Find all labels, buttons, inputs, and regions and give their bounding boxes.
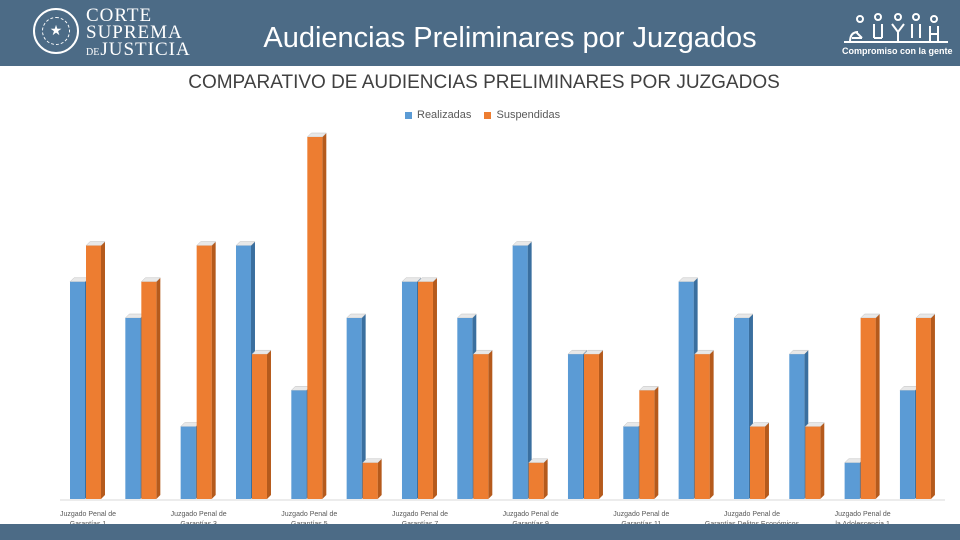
bar-front xyxy=(694,354,710,499)
bar-front xyxy=(805,426,821,499)
bar-front xyxy=(401,281,417,499)
legend-label-suspendidas: Suspendidas xyxy=(496,109,561,121)
bar-front xyxy=(567,354,583,499)
chart-title: COMPARATIVO DE AUDIENCIAS PRELIMINARES P… xyxy=(188,72,780,93)
bar-side xyxy=(488,350,493,499)
page-title-wrap: Audiencias Preliminares por Juzgados xyxy=(0,20,960,56)
bar-suspendidas-8 xyxy=(472,349,493,499)
bar-front xyxy=(623,426,639,499)
bar-side xyxy=(211,241,216,499)
bar-front xyxy=(473,354,489,499)
bar-suspendidas-5 xyxy=(306,132,327,499)
bar-front xyxy=(307,137,323,499)
court-name-line2: SUPREMA xyxy=(86,22,183,43)
legend-swatch-realizadas xyxy=(405,111,412,119)
bar-front xyxy=(733,318,749,499)
court-name-prefix: DE xyxy=(86,47,100,58)
header-bar: ★ CORTE SUPREMA DEJUSTICIA Audiencias Pr… xyxy=(0,0,960,66)
footer-bar xyxy=(0,524,960,540)
bar-suspendidas-13 xyxy=(749,422,770,499)
bar-side xyxy=(709,350,714,499)
bar-front xyxy=(583,354,599,499)
bar-suspendidas-9 xyxy=(528,458,549,499)
legend-item-realizadas: Realizadas xyxy=(405,109,471,121)
bar-side xyxy=(432,277,437,499)
bar-suspendidas-16 xyxy=(915,313,936,499)
bar-suspendidas-15 xyxy=(860,313,881,499)
bar-side xyxy=(654,386,659,499)
court-name-word: JUSTICIA xyxy=(100,39,191,60)
bar-suspendidas-6 xyxy=(362,458,383,499)
bar-front xyxy=(860,318,876,499)
bar-side xyxy=(156,277,161,499)
bar-side xyxy=(527,241,532,499)
bar-side xyxy=(101,241,105,499)
seal-star-icon: ★ xyxy=(49,23,63,39)
seal-inner-ring: ★ xyxy=(42,17,70,45)
bar-front xyxy=(899,390,915,499)
bar-realizadas-9 xyxy=(512,241,533,499)
bar-suspendidas-14 xyxy=(804,422,825,499)
bar-suspendidas-1 xyxy=(85,241,106,499)
bar-suspendidas-10 xyxy=(583,349,604,499)
brand-slogan: Compromiso con la gente xyxy=(842,46,953,56)
bar-side xyxy=(322,133,327,499)
bar-suspendidas-12 xyxy=(694,349,715,499)
bar-front xyxy=(196,245,212,499)
bar-front xyxy=(235,245,251,499)
legend-label-realizadas: Realizadas xyxy=(417,109,472,121)
bar-front xyxy=(70,281,85,499)
bar-suspendidas-2 xyxy=(140,277,161,499)
court-logo-text: CORTE SUPREMA DEJUSTICIA xyxy=(86,5,191,61)
bar-front xyxy=(457,318,473,499)
bar-suspendidas-4 xyxy=(251,349,272,499)
bar-front xyxy=(180,426,196,499)
bar-front xyxy=(528,462,544,499)
bar-side xyxy=(361,314,366,499)
bar-suspendidas-7 xyxy=(417,277,438,499)
bar-side xyxy=(875,314,880,499)
bar-realizadas-6 xyxy=(346,313,367,499)
bar-front xyxy=(141,281,157,499)
bar-side xyxy=(820,422,825,499)
bar-front xyxy=(346,318,362,499)
bar-suspendidas-3 xyxy=(196,241,217,499)
bar-side xyxy=(266,350,271,499)
bar-front xyxy=(362,462,378,499)
court-name-line1: CORTE xyxy=(86,5,153,26)
bar-front xyxy=(678,281,694,499)
bar-front xyxy=(844,462,860,499)
bar-suspendidas-11 xyxy=(638,386,659,499)
page-title: Audiencias Preliminares por Juzgados xyxy=(263,22,757,54)
bar-front xyxy=(291,390,307,499)
bar-side xyxy=(764,422,769,499)
legend-item-suspendidas: Suspendidas xyxy=(484,109,560,121)
bar-side xyxy=(377,458,382,499)
bar-side xyxy=(930,314,935,499)
bar-front xyxy=(417,281,433,499)
legend-swatch-suspendidas xyxy=(484,111,492,119)
chart-legend: Realizadas Suspendidas xyxy=(405,109,570,123)
bar-front xyxy=(125,318,141,499)
bar-front xyxy=(251,354,267,499)
bar-front xyxy=(639,390,655,499)
people-logo-icon xyxy=(844,13,948,43)
court-name-line3: DEJUSTICIA xyxy=(86,39,191,61)
bar-front xyxy=(512,245,528,499)
court-seal-icon: ★ xyxy=(33,8,79,54)
bar-front xyxy=(789,354,805,499)
bar-front xyxy=(915,318,931,499)
bar-front xyxy=(749,426,765,499)
bar-front xyxy=(86,245,101,499)
bar-side xyxy=(543,458,548,499)
bar-side xyxy=(598,350,603,499)
